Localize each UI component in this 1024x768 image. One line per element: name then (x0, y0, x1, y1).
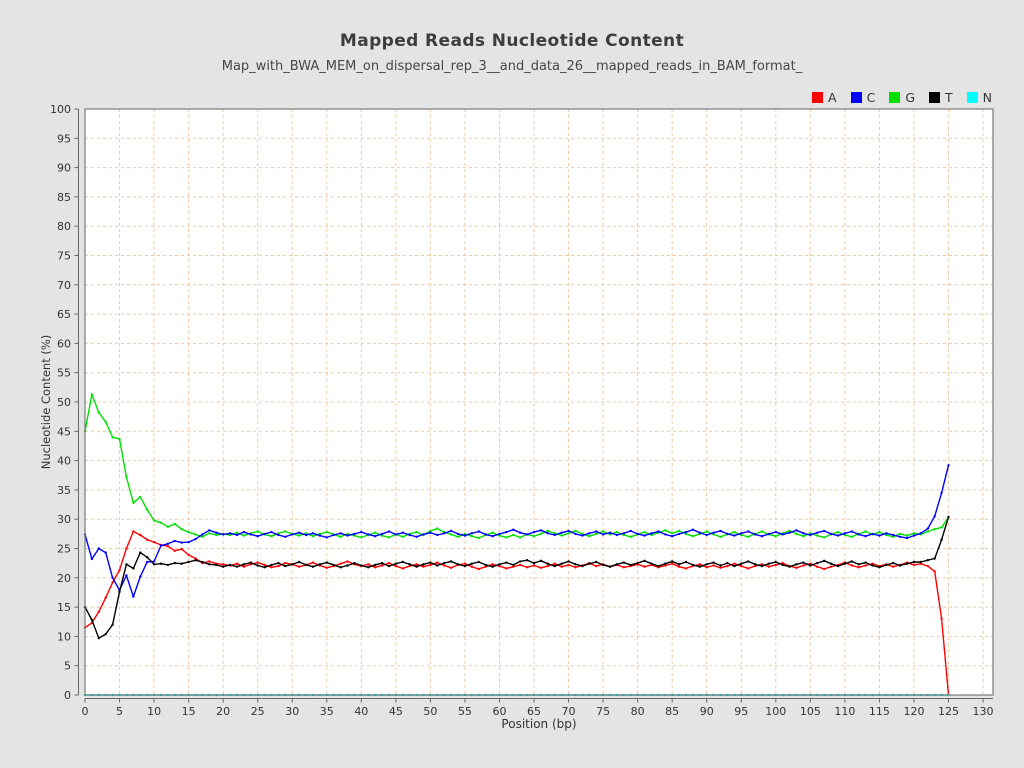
svg-text:15: 15 (182, 705, 196, 718)
svg-text:80: 80 (57, 220, 71, 233)
svg-text:60: 60 (492, 705, 506, 718)
svg-text:80: 80 (631, 705, 645, 718)
svg-text:100: 100 (50, 103, 71, 116)
svg-text:65: 65 (527, 705, 541, 718)
svg-text:105: 105 (800, 705, 821, 718)
svg-text:5: 5 (116, 705, 123, 718)
svg-text:45: 45 (389, 705, 403, 718)
svg-text:90: 90 (57, 162, 71, 175)
svg-text:10: 10 (147, 705, 161, 718)
svg-text:10: 10 (57, 630, 71, 643)
svg-text:35: 35 (320, 705, 334, 718)
legend-label-g: G (905, 90, 915, 105)
svg-text:95: 95 (734, 705, 748, 718)
legend-label-t: T (945, 90, 953, 105)
y-axis-title: Nucleotide Content (%) (39, 334, 53, 470)
svg-text:0: 0 (64, 689, 71, 702)
chart-title: Mapped Reads Nucleotide Content (339, 31, 685, 51)
legend-label-n: N (982, 90, 992, 105)
svg-text:75: 75 (57, 250, 71, 263)
svg-text:130: 130 (973, 705, 994, 718)
svg-text:25: 25 (57, 543, 71, 556)
svg-text:125: 125 (938, 705, 959, 718)
legend-swatch-g-icon (889, 92, 901, 103)
legend-swatch-n-icon (966, 92, 978, 103)
legend-item-a: A (812, 90, 837, 105)
svg-text:120: 120 (903, 705, 924, 718)
svg-text:40: 40 (57, 455, 71, 468)
svg-text:15: 15 (57, 601, 71, 614)
svg-text:45: 45 (57, 425, 71, 438)
legend-item-n: N (966, 90, 992, 105)
legend-item-g: G (889, 90, 915, 105)
svg-text:40: 40 (354, 705, 368, 718)
svg-text:95: 95 (57, 132, 71, 145)
svg-text:100: 100 (765, 705, 786, 718)
svg-text:85: 85 (665, 705, 679, 718)
chart-subtitle: Map_with_BWA_MEM_on_dispersal_rep_3__and… (221, 59, 803, 74)
svg-text:75: 75 (596, 705, 610, 718)
legend-swatch-a-icon (812, 92, 824, 103)
svg-text:50: 50 (57, 396, 71, 409)
svg-text:60: 60 (57, 337, 71, 350)
legend: A C G T N (812, 90, 992, 105)
svg-text:65: 65 (57, 308, 71, 321)
legend-label-a: A (828, 90, 837, 105)
svg-text:55: 55 (458, 705, 472, 718)
svg-text:35: 35 (57, 484, 71, 497)
svg-text:25: 25 (251, 705, 265, 718)
svg-text:5: 5 (64, 660, 71, 673)
svg-text:20: 20 (57, 572, 71, 585)
svg-text:0: 0 (82, 705, 89, 718)
svg-text:110: 110 (834, 705, 855, 718)
svg-text:30: 30 (285, 705, 299, 718)
svg-text:70: 70 (57, 279, 71, 292)
legend-label-c: C (866, 90, 876, 105)
x-axis-title: Position (bp) (501, 717, 577, 731)
legend-swatch-c-icon (850, 92, 862, 103)
legend-item-t: T (929, 90, 953, 105)
svg-text:55: 55 (57, 367, 71, 380)
legend-item-c: C (850, 90, 876, 105)
svg-text:30: 30 (57, 513, 71, 526)
svg-text:70: 70 (562, 705, 576, 718)
legend-swatch-t-icon (929, 92, 940, 103)
svg-text:50: 50 (423, 705, 437, 718)
svg-text:90: 90 (700, 705, 714, 718)
svg-text:20: 20 (216, 705, 230, 718)
svg-text:85: 85 (57, 191, 71, 204)
svg-text:115: 115 (869, 705, 890, 718)
